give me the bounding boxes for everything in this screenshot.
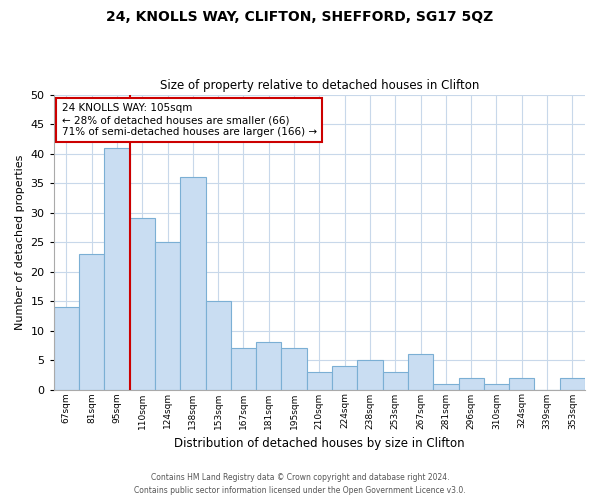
- Bar: [509, 378, 535, 390]
- Y-axis label: Number of detached properties: Number of detached properties: [15, 154, 25, 330]
- Bar: [54, 307, 79, 390]
- Bar: [408, 354, 433, 390]
- X-axis label: Distribution of detached houses by size in Clifton: Distribution of detached houses by size …: [174, 437, 464, 450]
- Text: 24, KNOLLS WAY, CLIFTON, SHEFFORD, SG17 5QZ: 24, KNOLLS WAY, CLIFTON, SHEFFORD, SG17 …: [106, 10, 494, 24]
- Bar: [79, 254, 104, 390]
- Bar: [104, 148, 130, 390]
- Bar: [358, 360, 383, 390]
- Bar: [231, 348, 256, 390]
- Bar: [383, 372, 408, 390]
- Bar: [206, 301, 231, 390]
- Bar: [484, 384, 509, 390]
- Bar: [332, 366, 358, 390]
- Bar: [130, 218, 155, 390]
- Bar: [155, 242, 180, 390]
- Title: Size of property relative to detached houses in Clifton: Size of property relative to detached ho…: [160, 79, 479, 92]
- Bar: [433, 384, 458, 390]
- Bar: [307, 372, 332, 390]
- Bar: [281, 348, 307, 390]
- Bar: [256, 342, 281, 390]
- Text: 24 KNOLLS WAY: 105sqm
← 28% of detached houses are smaller (66)
71% of semi-deta: 24 KNOLLS WAY: 105sqm ← 28% of detached …: [62, 104, 317, 136]
- Bar: [560, 378, 585, 390]
- Text: Contains HM Land Registry data © Crown copyright and database right 2024.
Contai: Contains HM Land Registry data © Crown c…: [134, 473, 466, 495]
- Bar: [458, 378, 484, 390]
- Bar: [180, 177, 206, 390]
